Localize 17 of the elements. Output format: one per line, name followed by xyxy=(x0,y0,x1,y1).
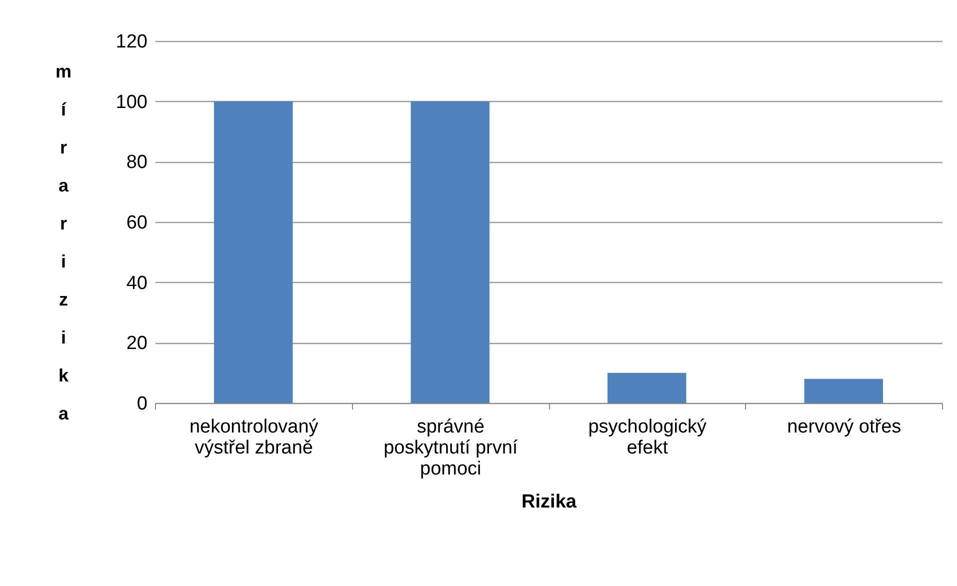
y-tick-label: 60 xyxy=(126,212,148,234)
y-tick-label: 20 xyxy=(126,333,148,354)
x-tick-label: nekontrolovaný výstřel zbraně xyxy=(189,416,319,458)
text: míra rizika xyxy=(55,62,72,424)
bar xyxy=(410,101,490,403)
y-tick-label: 40 xyxy=(126,272,148,294)
x-tick-label: psychologický efekt xyxy=(588,416,708,458)
bar xyxy=(214,101,293,403)
y-tick-label: 80 xyxy=(126,152,148,174)
y-tick-label: 0 xyxy=(136,394,148,414)
x-axis-title: Rizika xyxy=(522,492,577,512)
y-tick-label: 120 xyxy=(116,32,148,52)
y-tick-label: 100 xyxy=(116,92,148,113)
bar xyxy=(608,372,686,403)
x-tick-label: správné poskytnutí první pomoci xyxy=(384,416,518,480)
x-tick-label: nervový otřes xyxy=(787,416,902,438)
bar xyxy=(804,378,883,403)
